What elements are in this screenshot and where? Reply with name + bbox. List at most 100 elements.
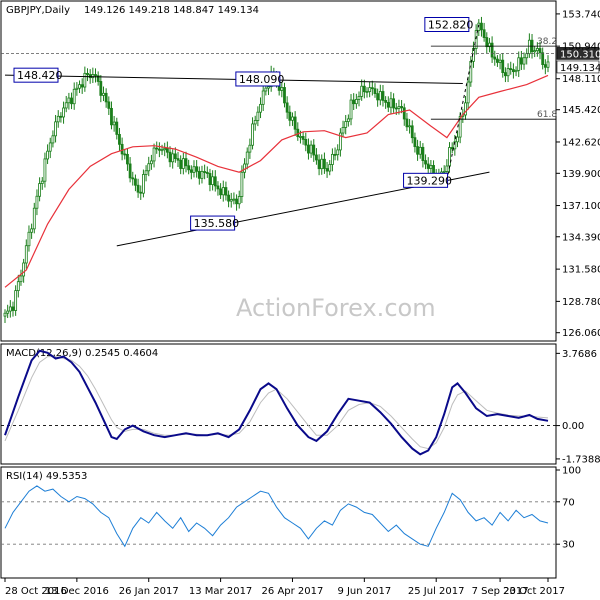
price-candle-body	[299, 136, 302, 138]
price-candle-body	[208, 173, 212, 185]
price-candle-body	[365, 91, 369, 93]
price-candle-body	[482, 29, 486, 38]
price-candle-body	[317, 159, 321, 170]
price-candle-body	[328, 164, 332, 172]
price-tick-label: 153.740	[562, 9, 600, 20]
price-candle-body	[354, 99, 358, 105]
price-candle-body	[147, 163, 151, 172]
price-tick-label: 150.940	[562, 42, 600, 53]
price-candle-body	[184, 158, 188, 167]
time-tick-label: 26 Jan 2017	[119, 586, 179, 597]
price-candle-body	[370, 87, 374, 90]
price-annotation-label: 148.420	[17, 69, 63, 82]
price-candle-body	[224, 187, 228, 196]
price-candle-body	[280, 87, 284, 91]
price-candle-body	[163, 148, 167, 151]
price-candle-body	[429, 165, 433, 169]
fibonacci-level-label: 61.8	[537, 110, 557, 120]
price-candle-body	[357, 95, 361, 100]
price-candle-body	[192, 166, 196, 173]
price-candle-body	[533, 50, 537, 53]
price-candle-body	[94, 74, 97, 77]
price-candle-body	[511, 69, 515, 73]
price-candle-body	[173, 153, 177, 159]
price-candle-body	[200, 171, 204, 179]
price-candle-body	[323, 158, 326, 169]
price-candle-body	[160, 149, 164, 152]
price-candle-body	[384, 100, 388, 103]
price-value-box	[556, 60, 600, 74]
price-candle-body	[152, 147, 156, 162]
price-candle-body	[309, 144, 313, 154]
price-candle-body	[480, 22, 483, 31]
macd-panel-frame	[0, 343, 557, 465]
dashed-projection-line	[446, 24, 480, 181]
price-candle-body	[24, 245, 28, 264]
price-candle-body	[72, 88, 76, 105]
price-candle-body	[221, 187, 225, 196]
price-candle-body	[283, 87, 286, 104]
price-candle-body	[514, 69, 518, 73]
price-candle-body	[6, 310, 10, 314]
price-candle-body	[256, 111, 260, 121]
price-candle-body	[527, 39, 531, 55]
price-candle-body	[517, 57, 521, 71]
price-candle-body	[142, 174, 145, 194]
price-value-box-label: 150.310	[560, 49, 600, 60]
price-candle-body	[416, 146, 419, 155]
price-candle-body	[325, 168, 329, 172]
price-candle-body	[285, 102, 289, 113]
price-candle-body	[330, 153, 334, 165]
price-candle-body	[504, 72, 507, 77]
price-annotation-box	[403, 172, 449, 188]
price-candle-body	[293, 116, 297, 130]
price-candle-body	[40, 180, 44, 184]
rsi-tick-label: 30	[562, 540, 575, 551]
price-candle-body	[157, 148, 161, 151]
price-candle-body	[261, 90, 265, 105]
price-candle-body	[86, 72, 89, 75]
macd-signal-line	[4, 356, 549, 450]
price-candle-body	[267, 86, 270, 89]
price-candle-body	[195, 166, 199, 172]
price-panel-frame	[0, 0, 557, 342]
price-candle-body	[46, 150, 49, 160]
price-candle-body	[30, 228, 34, 233]
moving-average-line	[4, 74, 549, 288]
price-candle-body	[128, 163, 132, 179]
price-candle-body	[139, 191, 143, 194]
price-candle-body	[386, 101, 390, 108]
price-candle-body	[78, 84, 81, 89]
price-tick-label: 137.100	[562, 201, 600, 212]
rsi-plot	[1, 485, 556, 548]
price-candle-body	[22, 262, 26, 277]
time-tick-label: 13 Mar 2017	[189, 586, 252, 597]
price-candle-body	[413, 137, 417, 148]
price-candle-body	[349, 99, 353, 120]
price-candle-body	[466, 81, 470, 104]
macd-line	[4, 349, 549, 456]
price-candle-body	[288, 111, 292, 121]
price-candle-body	[456, 136, 459, 143]
price-candle-body	[315, 154, 318, 161]
price-candle-body	[181, 158, 185, 169]
price-candle-body	[498, 59, 502, 63]
price-candle-body	[75, 87, 79, 90]
price-candle-body	[131, 177, 135, 180]
price-candle-body	[453, 141, 457, 150]
macd-axis: 3.7686 0.00 -1.7388	[556, 349, 600, 465]
price-candle-body	[312, 144, 316, 156]
price-candle-body	[189, 169, 193, 173]
price-candle-body	[442, 170, 446, 173]
price-candle-body	[405, 118, 409, 128]
price-candle-body	[176, 158, 180, 161]
price-candle-body	[43, 158, 47, 182]
fibonacci-level-label: 38.2	[537, 37, 557, 47]
price-candle-body	[408, 125, 411, 128]
price-candle-body	[445, 165, 449, 172]
price-candle-body	[368, 87, 372, 92]
price-candle-body	[232, 198, 236, 201]
price-candle-body	[248, 144, 252, 153]
